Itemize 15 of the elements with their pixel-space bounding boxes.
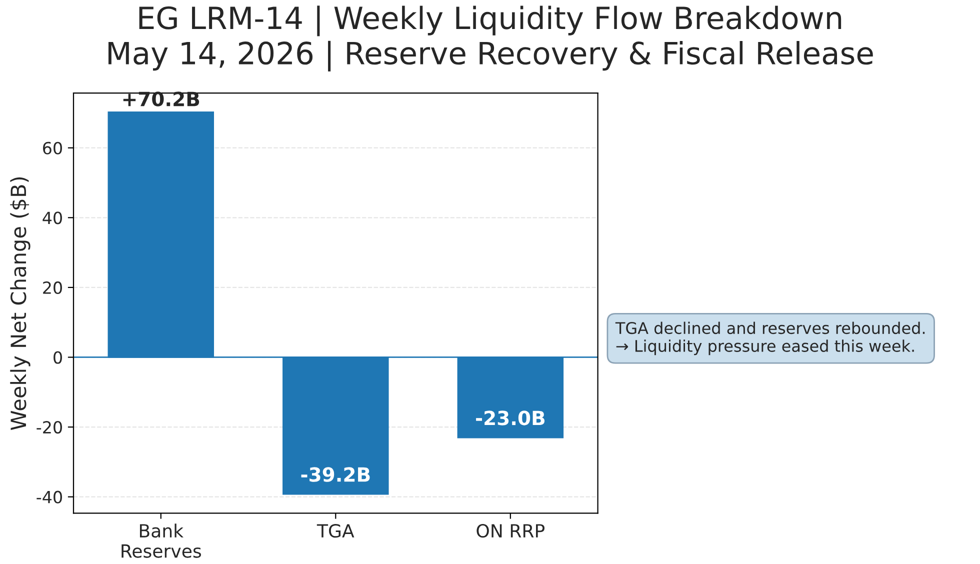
y-tick-label: -20: [36, 421, 62, 434]
text: TGA declined and reserves rebounded. → Liquidity pressure eased this week.: [615, 322, 925, 356]
x-tick-label: TGA: [316, 524, 354, 538]
y-tick-label: -40: [36, 490, 62, 504]
y-tick-label: 0: [54, 351, 62, 364]
y-tick-label: 40: [42, 212, 62, 224]
y-tick-label: 60: [43, 142, 62, 154]
data-label: -39.2B: [301, 467, 370, 482]
x-tick-label: Bank Reserves: [122, 524, 201, 558]
data-label: +70.2B: [123, 92, 200, 106]
data-label: -23.0B: [476, 410, 544, 426]
y-tick-label: 20: [43, 281, 62, 294]
chart-title: EG LRM-14 | Weekly Liquidity Flow Breakdown May 14, 2026 | Reserve Recovery & Fiscal Release: [108, 6, 873, 72]
y-axis-title: Weekly Net Change ($B): [10, 177, 30, 430]
x-tick-label: ON RRP: [476, 524, 545, 538]
